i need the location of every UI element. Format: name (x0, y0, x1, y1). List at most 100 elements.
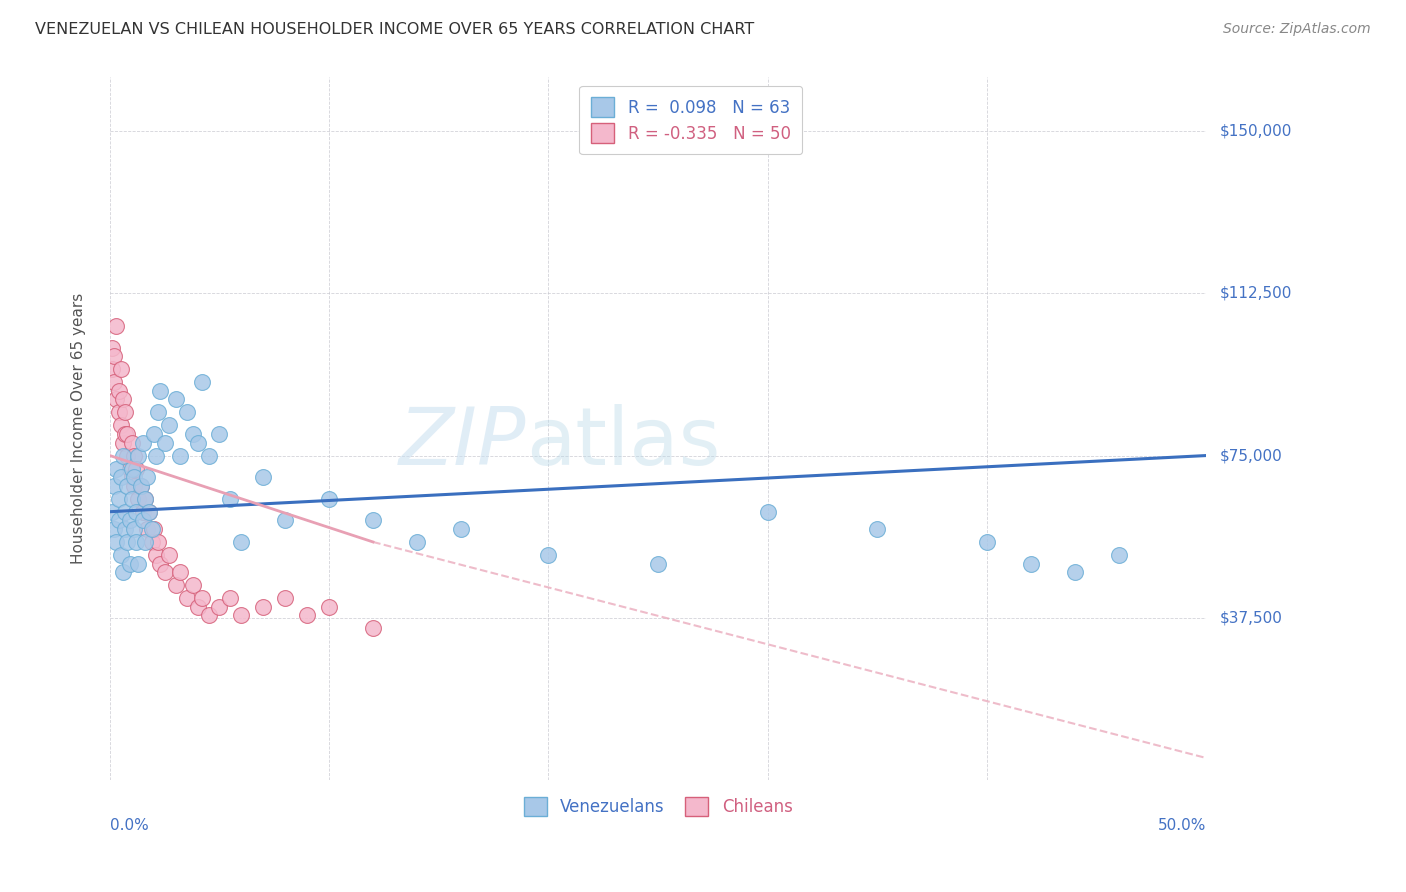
Point (252, 599, 274, 614)
Point (149, 557, 172, 571)
Point (136, 470, 159, 484)
Point (181, 426, 204, 441)
Point (114, 505, 136, 519)
Point (107, 513, 129, 527)
Point (125, 505, 148, 519)
Point (101, 341, 124, 355)
Point (191, 591, 214, 606)
Text: $150,000: $150,000 (1220, 124, 1292, 139)
Point (136, 522, 159, 536)
Point (756, 505, 779, 519)
Point (110, 470, 132, 484)
Point (129, 479, 152, 493)
Point (107, 384, 129, 398)
Point (132, 513, 155, 527)
Text: 0.0%: 0.0% (110, 818, 149, 833)
Point (1019, 557, 1042, 571)
Point (125, 461, 148, 475)
Point (117, 479, 139, 493)
Point (134, 535, 156, 549)
Text: VENEZUELAN VS CHILEAN HOUSEHOLDER INCOME OVER 65 YEARS CORRELATION CHART: VENEZUELAN VS CHILEAN HOUSEHOLDER INCOME… (35, 22, 755, 37)
Point (187, 435, 209, 450)
Point (1063, 565, 1085, 579)
Point (127, 449, 149, 463)
Text: atlas: atlas (526, 403, 721, 482)
Point (219, 491, 242, 506)
Y-axis label: Householder Income Over 65 years: Householder Income Over 65 years (72, 293, 86, 564)
Point (297, 608, 319, 623)
Point (208, 426, 231, 441)
Point (129, 479, 152, 493)
Text: $75,000: $75,000 (1220, 448, 1282, 463)
Point (138, 505, 160, 519)
Point (187, 599, 209, 614)
Point (101, 505, 124, 519)
Point (149, 384, 172, 398)
Point (157, 418, 180, 433)
Point (111, 565, 134, 579)
Point (165, 392, 187, 407)
Point (111, 435, 134, 450)
Point (142, 426, 165, 441)
Point (121, 491, 143, 506)
Point (117, 426, 139, 441)
Point (117, 449, 139, 463)
Point (231, 535, 253, 549)
Point (134, 491, 156, 506)
Point (647, 557, 669, 571)
Point (103, 479, 125, 493)
Point (142, 522, 165, 536)
Point (208, 599, 231, 614)
Point (361, 513, 384, 527)
Point (450, 522, 472, 536)
Point (111, 449, 134, 463)
Point (110, 362, 132, 376)
Point (145, 449, 167, 463)
Point (361, 621, 384, 635)
Point (110, 548, 132, 562)
Point (537, 548, 560, 562)
Point (127, 491, 149, 506)
Point (138, 505, 160, 519)
Point (107, 405, 129, 419)
Point (118, 513, 141, 527)
Point (121, 470, 143, 484)
Point (405, 535, 427, 549)
Text: $37,500: $37,500 (1220, 610, 1284, 625)
Point (318, 599, 340, 614)
Point (105, 461, 128, 475)
Point (141, 535, 163, 549)
Point (107, 491, 129, 506)
Point (318, 491, 340, 506)
Point (176, 405, 198, 419)
Point (132, 505, 155, 519)
Point (153, 565, 176, 579)
Point (117, 535, 139, 549)
Point (111, 392, 134, 407)
Point (122, 479, 145, 493)
Point (181, 578, 204, 592)
Point (146, 535, 169, 549)
Point (121, 461, 143, 475)
Point (197, 608, 219, 623)
Legend: Venezuelans, Chileans: Venezuelans, Chileans (512, 785, 804, 828)
Text: Source: ZipAtlas.com: Source: ZipAtlas.com (1223, 22, 1371, 37)
Point (197, 449, 219, 463)
Point (132, 435, 155, 450)
Point (141, 522, 163, 536)
Text: 50.0%: 50.0% (1159, 818, 1206, 833)
Point (231, 608, 253, 623)
Point (105, 318, 128, 333)
Point (105, 535, 128, 549)
Point (191, 375, 214, 389)
Point (121, 435, 143, 450)
Point (176, 591, 198, 606)
Point (146, 405, 169, 419)
Point (114, 426, 136, 441)
Point (122, 522, 145, 536)
Point (122, 449, 145, 463)
Point (976, 535, 998, 549)
Point (118, 461, 141, 475)
Point (114, 522, 136, 536)
Point (114, 405, 136, 419)
